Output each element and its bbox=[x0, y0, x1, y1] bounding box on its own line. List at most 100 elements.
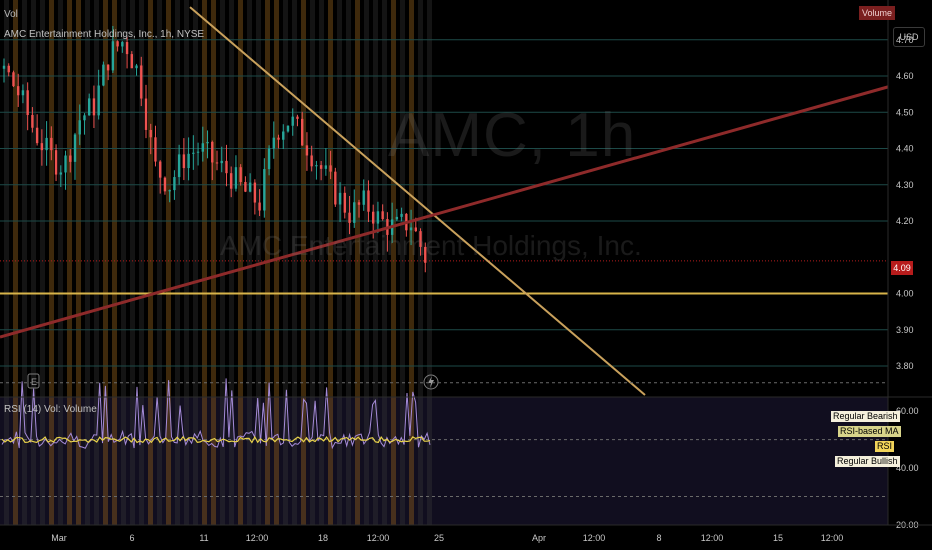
candle-body bbox=[329, 165, 332, 172]
legend-rsi-ma: RSI-based MA bbox=[838, 426, 901, 437]
price-tick-label: 4.00 bbox=[896, 289, 914, 299]
legend-regular-bearish: Regular Bearish bbox=[831, 411, 900, 422]
candle-body bbox=[414, 227, 417, 232]
rsi-panel bbox=[0, 378, 888, 498]
candle-body bbox=[196, 151, 200, 153]
volume-band bbox=[148, 0, 153, 525]
candle-body bbox=[69, 155, 72, 162]
volume-band bbox=[13, 0, 18, 525]
candle-body bbox=[31, 115, 34, 128]
currency-button[interactable]: USD bbox=[893, 27, 925, 47]
candle-body bbox=[230, 173, 233, 189]
time-tick-label: 18 bbox=[318, 533, 328, 543]
price-tick-label: 4.40 bbox=[896, 144, 914, 154]
candle-body bbox=[239, 167, 242, 182]
candle-body bbox=[2, 65, 6, 69]
candle-body bbox=[376, 211, 380, 224]
volume-band bbox=[94, 0, 99, 525]
candle-body bbox=[45, 137, 48, 151]
candle-body bbox=[192, 152, 195, 154]
candle-body bbox=[286, 125, 290, 132]
candle-body bbox=[215, 162, 219, 164]
candle-body bbox=[187, 153, 190, 169]
lightning-icon-bolt bbox=[428, 376, 434, 388]
volume-band bbox=[247, 0, 252, 525]
rsi-line bbox=[1, 378, 431, 450]
volume-band bbox=[85, 0, 90, 525]
volume-band bbox=[355, 0, 360, 525]
candle-body bbox=[409, 227, 413, 231]
volume-band bbox=[301, 0, 306, 525]
candle-body bbox=[102, 64, 105, 86]
candle-body bbox=[400, 213, 403, 217]
candle-body bbox=[225, 160, 228, 174]
last-price-tag: 4.09 bbox=[891, 261, 913, 275]
candle-body bbox=[59, 172, 62, 175]
volume-band bbox=[409, 0, 414, 525]
trend-lines: E bbox=[0, 6, 889, 396]
volume-band bbox=[337, 0, 342, 525]
time-tick-label: 12:00 bbox=[583, 533, 606, 543]
volume-band bbox=[103, 0, 108, 525]
volume-band bbox=[382, 0, 387, 525]
candle-body bbox=[17, 86, 20, 96]
rsi-title[interactable]: RSI (14) Vol: Volume bbox=[4, 404, 97, 415]
earnings-icon-letter: E bbox=[31, 377, 37, 387]
lightning-icon-ring bbox=[423, 374, 439, 390]
volume-band bbox=[256, 0, 261, 525]
volume-band bbox=[220, 0, 225, 525]
candle-body bbox=[177, 154, 181, 178]
candle-body bbox=[357, 202, 361, 205]
candle-body bbox=[362, 190, 365, 205]
candle-body bbox=[149, 129, 152, 138]
candle-body bbox=[125, 42, 129, 55]
rsi-tick-label: 40.00 bbox=[896, 463, 919, 473]
candle-body bbox=[234, 167, 238, 189]
symbol-title[interactable]: AMC Entertainment Holdings, Inc., 1h, NY… bbox=[4, 29, 205, 40]
price-tick-label: 3.80 bbox=[896, 361, 914, 371]
volume-band bbox=[175, 0, 180, 525]
candle-body bbox=[211, 141, 214, 163]
candle-body bbox=[315, 165, 318, 167]
candle-body bbox=[319, 165, 323, 169]
candle-body bbox=[263, 169, 266, 211]
price-tick-label: 4.50 bbox=[896, 107, 914, 117]
volume-band bbox=[76, 0, 81, 525]
candle-body bbox=[348, 212, 351, 223]
candle-body bbox=[88, 98, 91, 116]
candle-body bbox=[97, 85, 100, 116]
candle-body bbox=[163, 177, 167, 192]
volume-band bbox=[328, 0, 333, 525]
candle-body bbox=[201, 143, 204, 152]
time-tick-label: 12:00 bbox=[821, 533, 844, 543]
candle-body bbox=[40, 143, 44, 151]
candle-body bbox=[310, 155, 313, 167]
time-tick-label: 12:00 bbox=[701, 533, 724, 543]
price-tick-label: 4.30 bbox=[896, 180, 914, 190]
lightning-icon bbox=[423, 374, 439, 390]
candle-body bbox=[267, 148, 271, 170]
price-tick-label: 4.60 bbox=[896, 71, 914, 81]
volume-band bbox=[292, 0, 297, 525]
uptrend-line bbox=[0, 85, 889, 339]
volume-band bbox=[418, 0, 423, 525]
volume-band bbox=[130, 0, 135, 525]
volume-band bbox=[283, 0, 288, 525]
volume-band bbox=[391, 0, 396, 525]
legend-regular-bullish: Regular Bullish bbox=[835, 456, 900, 467]
time-tick-label: Apr bbox=[532, 533, 546, 543]
volume-band bbox=[373, 0, 378, 525]
candle-body bbox=[282, 131, 285, 140]
volume-badge[interactable]: Volume bbox=[859, 6, 896, 20]
volume-band bbox=[211, 0, 216, 525]
candle-body bbox=[12, 72, 15, 87]
candle-body bbox=[116, 41, 119, 47]
candle-body bbox=[130, 54, 133, 69]
candle-body bbox=[135, 65, 138, 69]
candle-body bbox=[173, 177, 176, 191]
candle-body bbox=[83, 115, 86, 121]
candle-body bbox=[64, 155, 67, 173]
time-tick-label: 12:00 bbox=[367, 533, 390, 543]
